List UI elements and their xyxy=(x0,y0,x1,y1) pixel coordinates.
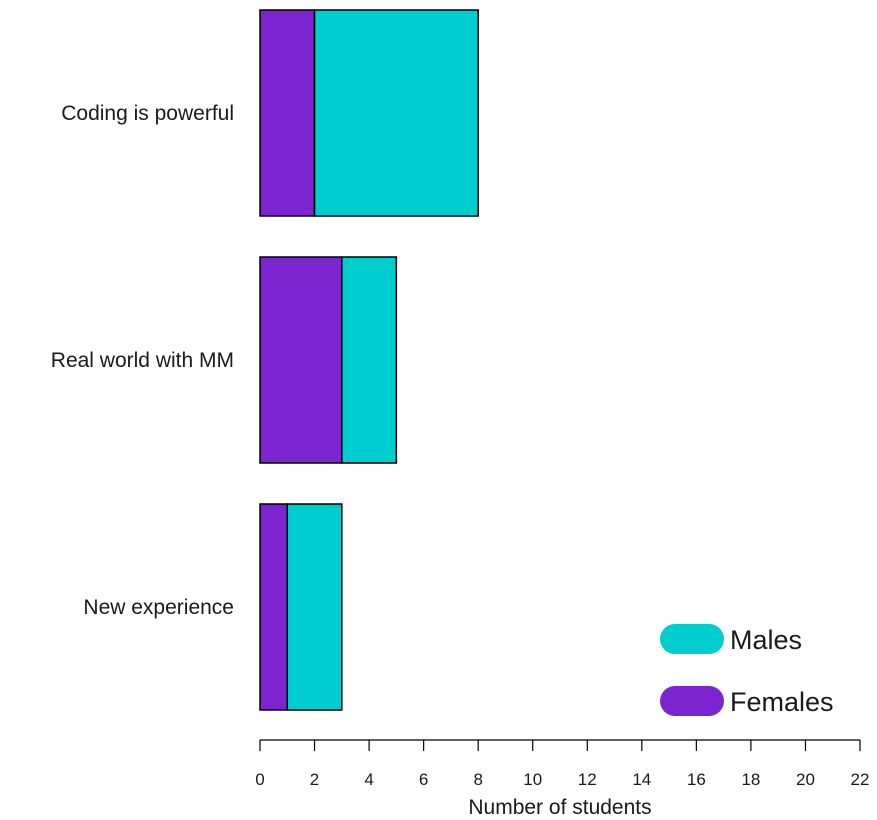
x-tick-label-10: 20 xyxy=(796,770,815,789)
bar-males-0 xyxy=(313,9,479,217)
x-tick-label-9: 18 xyxy=(741,770,760,789)
bar-females-1 xyxy=(259,256,343,464)
x-tick-label-3: 6 xyxy=(419,770,428,789)
x-tick-label-7: 14 xyxy=(632,770,651,789)
x-tick-label-11: 22 xyxy=(851,770,870,789)
x-tick-label-1: 2 xyxy=(310,770,319,789)
bar-males-2 xyxy=(286,503,343,711)
legend-label-males: Males xyxy=(730,625,802,655)
bar-females-0 xyxy=(259,9,316,217)
x-tick-label-5: 10 xyxy=(523,770,542,789)
x-tick-label-0: 0 xyxy=(255,770,264,789)
category-label-1: Real world with MM xyxy=(51,349,234,372)
category-label-2: New experience xyxy=(83,596,234,619)
x-axis: 0 2 4 6 8 10 12 14 16 18 20 22 xyxy=(255,739,870,789)
x-tick-label-2: 4 xyxy=(364,770,373,789)
bar-males-1 xyxy=(341,256,398,464)
legend-swatch-females xyxy=(660,686,724,716)
legend-label-females: Females xyxy=(730,687,834,717)
bars-layer xyxy=(259,9,479,711)
category-label-0: Coding is powerful xyxy=(61,102,234,125)
x-axis-title: Number of students xyxy=(468,796,651,819)
category-labels: Coding is powerful Real world with MM New … xyxy=(51,102,234,619)
x-tick-label-4: 8 xyxy=(473,770,482,789)
bar-females-2 xyxy=(259,503,289,711)
legend-swatch-males xyxy=(660,624,724,654)
legend: Males Females xyxy=(660,624,834,717)
x-tick-label-8: 16 xyxy=(687,770,706,789)
x-tick-label-6: 12 xyxy=(578,770,597,789)
